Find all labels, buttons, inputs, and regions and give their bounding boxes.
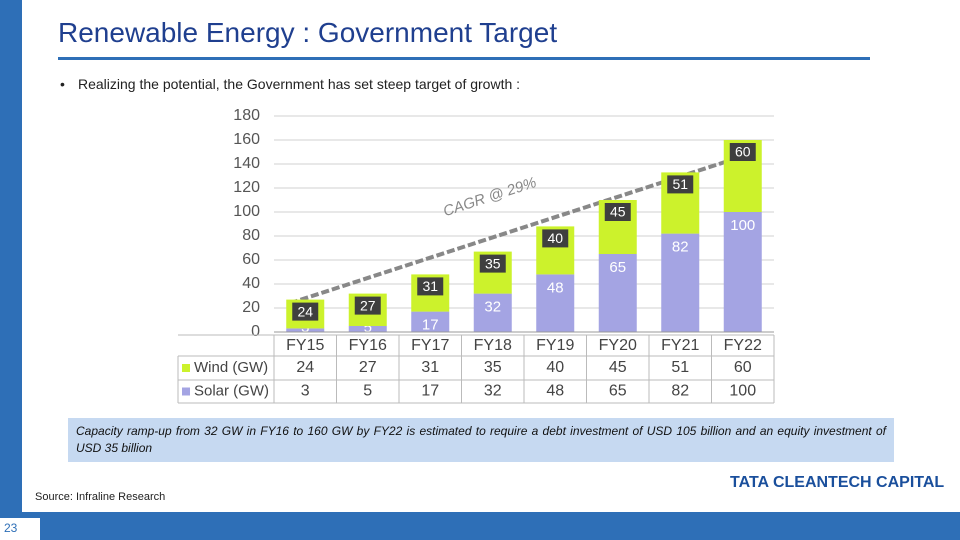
bar-segment (536, 274, 575, 332)
legend-swatch (182, 364, 190, 372)
y-tick-label: 0 (251, 323, 260, 340)
bar-segment (723, 212, 762, 332)
x-tick-label: FY21 (661, 337, 699, 354)
x-tick-label: FY16 (349, 337, 387, 354)
table-cell: 60 (734, 359, 752, 376)
data-label: 48 (547, 279, 564, 296)
label-box (354, 296, 381, 315)
trend-line (289, 158, 731, 306)
label-box (479, 254, 506, 273)
legend-label: Wind (GW) (194, 359, 268, 376)
table-cell: 48 (546, 383, 564, 400)
table-cell: 5 (363, 383, 372, 400)
data-label: 82 (672, 239, 689, 256)
bar-segment (411, 311, 450, 332)
page-box (0, 518, 40, 540)
source: Source: Infraline Research (35, 491, 166, 503)
data-label: 17 (422, 317, 439, 334)
table-cell: 51 (671, 359, 689, 376)
x-tick-label: FY17 (411, 337, 449, 354)
table-cell: 32 (484, 383, 502, 400)
y-tick-label: 140 (233, 155, 260, 172)
table-cell: 17 (421, 383, 439, 400)
y-tick-label: 100 (233, 203, 260, 220)
bar-segment (661, 233, 700, 332)
table-cell: 82 (671, 383, 689, 400)
note-box: Capacity ramp-up from 32 GW in FY16 to 1… (68, 418, 894, 462)
bar-segment (598, 254, 637, 332)
table-cell: 24 (296, 359, 314, 376)
data-label: 27 (360, 297, 376, 313)
label-box (542, 229, 569, 248)
table-cell: 27 (359, 359, 377, 376)
page-number: 23 (4, 521, 18, 535)
x-tick-label: FY18 (474, 337, 512, 354)
data-label: 32 (484, 299, 501, 316)
bottom-bar (0, 512, 960, 540)
slide-title: Renewable Energy : Government Target (58, 17, 558, 48)
legend-label: Solar (GW) (194, 382, 269, 399)
bullet-text: Realizing the potential, the Government … (78, 76, 521, 92)
data-label: 35 (485, 255, 501, 271)
y-tick-label: 120 (233, 179, 260, 196)
x-tick-label: FY19 (536, 337, 574, 354)
table-cell: 40 (546, 359, 564, 376)
table-cell: 3 (301, 383, 310, 400)
table-cell: 35 (484, 359, 502, 376)
x-tick-label: FY22 (724, 337, 762, 354)
data-label: 100 (730, 217, 755, 234)
data-label: 51 (672, 176, 688, 192)
data-label: 60 (735, 144, 751, 160)
bar-segment (348, 326, 387, 332)
label-box (604, 203, 631, 221)
label-box (417, 277, 444, 296)
data-label: 31 (422, 278, 438, 294)
table-cell: 45 (609, 359, 627, 376)
title-rule (58, 57, 870, 60)
label-box (729, 143, 756, 161)
y-tick-label: 20 (242, 299, 260, 316)
table-cell: 31 (421, 359, 439, 376)
label-box (667, 175, 694, 194)
y-tick-label: 60 (242, 251, 260, 268)
bar-segment (473, 293, 512, 332)
x-tick-label: FY15 (286, 337, 324, 354)
side-bar (0, 0, 22, 540)
y-tick-label: 180 (233, 107, 260, 124)
x-tick-label: FY20 (599, 337, 637, 354)
y-tick-label: 40 (242, 275, 260, 292)
data-label: 65 (609, 259, 626, 276)
data-label: 40 (547, 230, 563, 246)
data-label: 24 (297, 303, 313, 319)
label-box (292, 302, 319, 321)
logo: TATA CLEANTECH CAPITAL (730, 474, 945, 491)
bar-segment (286, 328, 325, 332)
bullet-dot: • (60, 76, 65, 92)
y-tick-label: 160 (233, 131, 260, 148)
y-tick-label: 80 (242, 227, 260, 244)
table-cell: 100 (729, 383, 756, 400)
table-cell: 65 (609, 383, 627, 400)
data-label: 5 (364, 319, 372, 336)
data-label: 45 (610, 204, 626, 220)
legend-swatch (182, 387, 190, 396)
